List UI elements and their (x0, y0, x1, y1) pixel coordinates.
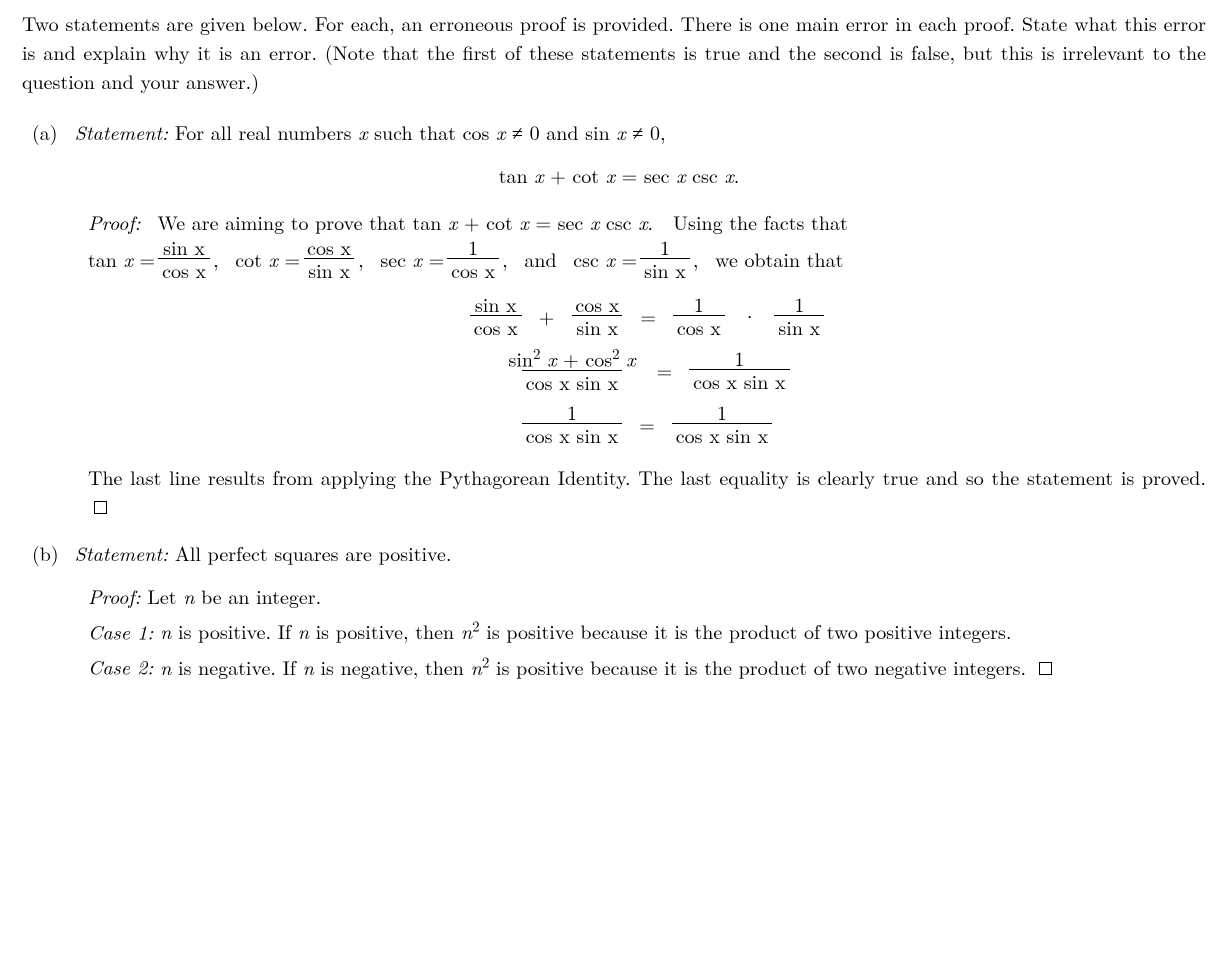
statement-text-a: For all real numbers x such that cos x ≠… (175, 117, 666, 146)
display-equation-a: tan x + cot x = sec x csc x. (32, 160, 1206, 189)
r1-f3d: cos x (673, 315, 725, 338)
case-1: Case 1: n is positive. If n is positive,… (88, 616, 1206, 646)
proof-b-line1: Proof: Let n be an integer. (88, 581, 1206, 610)
proof-b: Proof: Let n be an integer. Case 1: n is… (32, 581, 1206, 681)
r1-f4d: sin x (774, 315, 824, 338)
eq-row-3: 1 cos x sin x = 1 cos x sin x (519, 401, 775, 446)
r1-f1d: cos x (470, 315, 522, 338)
proof-a-conclusion-text: The last line results from applying the … (88, 462, 1206, 491)
proof-intro-line1: Proof: We are aiming to prove that tan x… (88, 207, 1206, 236)
frac-csc-den: sin x (640, 258, 690, 281)
frac-tan: sin x cos x (158, 236, 210, 281)
frac-cot-den: sin x (304, 258, 354, 281)
frac-sec: 1 cos x (447, 236, 499, 281)
part-b-statement-line: (b) Statement: All perfect squares are p… (32, 538, 1206, 567)
proof-label-b: Proof: (88, 581, 141, 610)
proof-label-a: Proof: (88, 207, 141, 236)
part-b-label: (b) (32, 538, 68, 567)
frac-tan-den: cos x (158, 258, 210, 281)
eq-row-1: sin x cos x + cos x sin x = 1 cos x · 1 … (467, 293, 827, 338)
qed-box-b (1039, 662, 1052, 675)
case-1-text: n is positive. If n is positive, then n2… (160, 616, 1011, 645)
r2-lhs-d: cos x sin x (522, 370, 622, 393)
case-2-text: n is negative. If n is negative, then n2… (160, 652, 1026, 681)
intro-text: Two statements are given below. For each… (22, 8, 1206, 95)
part-a-label: (a) (32, 117, 68, 146)
equation-stack: sin x cos x + cos x sin x = 1 cos x · 1 … (88, 289, 1206, 450)
r3-rhs-d: cos x sin x (672, 423, 772, 446)
frac-csc: 1 sin x (640, 236, 690, 281)
statement-label-a: Statement: (75, 117, 169, 146)
problem-intro: .Two statements are given below. For eac… (8, 8, 1206, 95)
case-1-label: Case 1: (88, 616, 153, 645)
statement-label-b: Statement: (75, 538, 169, 567)
r3-lhs-d: cos x sin x (522, 423, 622, 446)
r1-f2d: sin x (572, 315, 622, 338)
case-2: Case 2: n is negative. If n is negative,… (88, 651, 1206, 681)
proof-a: Proof: We are aiming to prove that tan x… (32, 207, 1206, 520)
eq-row-2: sin2 x + cos2 x cos x sin x = 1 cos x si… (501, 346, 792, 393)
part-b: (b) Statement: All perfect squares are p… (32, 538, 1206, 681)
qed-box-a (94, 501, 107, 514)
case-2-label: Case 2: (88, 652, 153, 681)
statement-text-b: All perfect squares are positive. (175, 538, 452, 567)
part-a-statement-line: (a) Statement: For all real numbers x su… (32, 117, 1206, 146)
part-a: (a) Statement: For all real numbers x su… (32, 117, 1206, 520)
frac-sec-den: cos x (447, 258, 499, 281)
proof-intro-line2: tan x = sin x cos x , cot x = cos x sin … (88, 236, 1206, 281)
intro-bullet: . (8, 8, 22, 37)
r2-rhs-d: cos x sin x (689, 369, 789, 392)
frac-cot: cos x sin x (303, 236, 355, 281)
proof-a-conclusion: The last line results from applying the … (88, 462, 1206, 520)
